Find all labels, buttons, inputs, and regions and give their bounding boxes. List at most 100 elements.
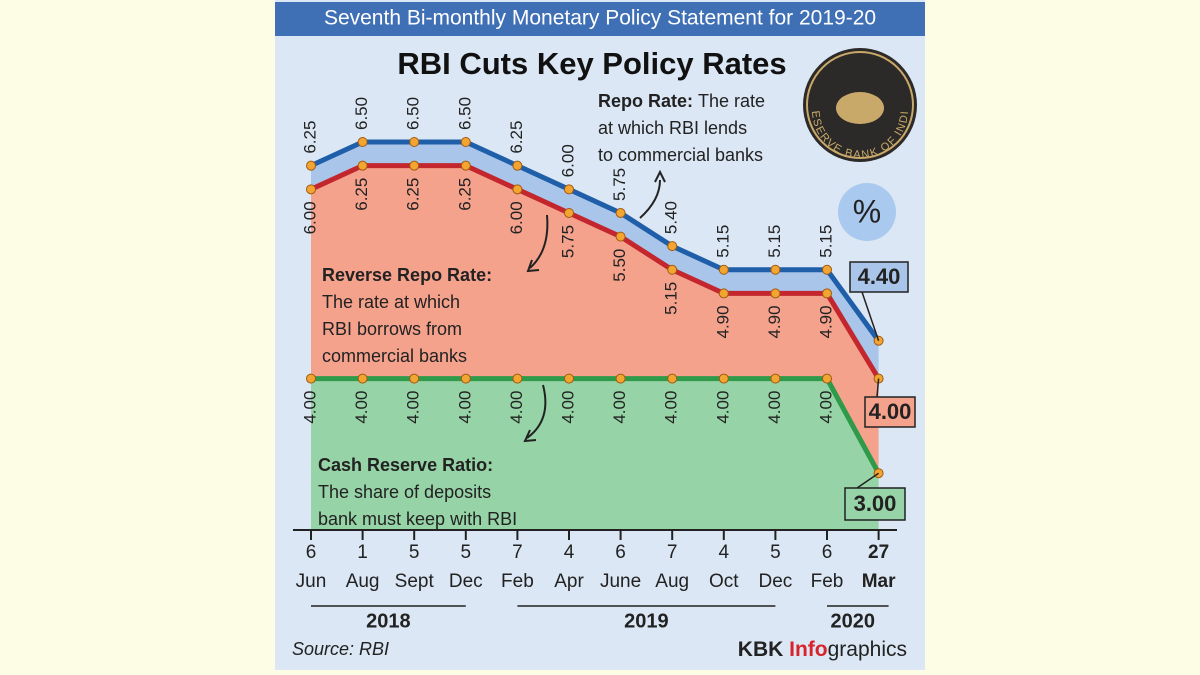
value-label: 6.00 [558,144,577,177]
arrow [526,384,547,439]
value-label: 6.25 [455,178,474,211]
x-tick-day: 5 [770,542,781,563]
series-description: at which RBI lends [598,118,747,138]
x-tick-day: 5 [461,542,472,563]
header-bar [275,2,925,36]
point [306,373,316,384]
x-tick-month: Dec [449,571,483,592]
value-label: 4.00 [300,391,319,424]
area-fill [311,165,879,474]
series-description: bank must keep with RBI [318,509,517,529]
x-tick-month: Feb [811,571,844,592]
point [564,184,574,195]
point [822,288,832,299]
x-tick-day: 6 [822,542,833,563]
point [564,207,574,218]
value-label: 6.00 [300,201,319,234]
header: Seventh Bi-monthly Monetary Policy State… [324,7,876,30]
label-leader [856,472,880,489]
series-note: Repo Rate: The rate [598,91,765,111]
x-tick-month: June [600,571,641,592]
value-label: 6.25 [507,121,526,154]
value-label: 4.00 [455,391,474,424]
x-tick-month: Feb [501,571,534,592]
series-note: Reverse Repo Rate: [322,265,492,285]
series-description: The share of deposits [318,482,491,502]
x-tick-month: Apr [554,571,584,592]
point [512,184,523,195]
series-description: RBI borrows from [322,319,462,339]
value-label: 6.50 [455,97,474,130]
logo [803,48,917,162]
series-line [309,139,881,343]
point [306,184,316,195]
point [822,264,832,275]
point [667,373,678,384]
series-description: The rate at which [322,292,460,312]
point [718,373,729,384]
chart-title: RBI Cuts Key Policy Rates [397,46,786,81]
value-label: 5.15 [765,225,784,258]
x-tick-month: Sept [395,571,435,592]
value-label: 5.50 [610,249,629,282]
series-line [311,376,881,475]
value-label: 6.25 [404,178,423,211]
series-description: to commercial banks [598,145,763,165]
value-label: 6.50 [404,97,423,130]
value-label: 4.00 [404,391,423,424]
label-box [849,261,909,293]
label-leader [861,291,880,341]
area-fill [311,378,879,530]
year-label: 2019 [624,610,669,632]
point [460,160,471,171]
value-label: 5.75 [558,225,577,258]
value-label: 5.15 [662,282,681,315]
value-label: 6.50 [352,97,371,130]
credit-part: Info [789,638,827,661]
value-label: 6.25 [300,121,319,154]
value-label: 4.00 [610,391,629,424]
value-label: 4.00 [558,391,577,424]
point [460,137,471,147]
point [718,288,729,299]
point [770,373,781,384]
value-label: 4.00 [507,391,526,424]
point [770,288,781,299]
point [615,207,626,218]
x-tick-month: Aug [346,571,380,592]
point [357,160,368,171]
value-label: 6.25 [352,178,371,211]
x-tick-day: 4 [719,542,730,563]
year-label: 2020 [831,610,876,632]
value-label: 5.75 [610,168,629,201]
value-label: 4.40 [858,264,901,289]
point [822,373,832,384]
point [409,160,420,171]
point [306,160,316,171]
x-tick-month: Mar [862,571,896,592]
value-label: 4.90 [713,305,732,338]
arrow [639,179,661,219]
point [615,231,626,242]
point [409,373,420,384]
point [512,160,523,171]
point [357,373,368,384]
arrow-head [526,259,540,273]
point [667,241,678,252]
series-note: Cash Reserve Ratio: [318,455,493,475]
value-label: 4.90 [765,305,784,338]
unit-badge: % [853,193,881,229]
series-name: Cash Reserve Ratio: [318,455,493,475]
x-tick-day: 6 [615,542,626,563]
x-tick-day: 7 [667,542,678,563]
label-leader [876,378,880,398]
badge [838,183,896,241]
x-tick-day: 1 [357,542,368,563]
x-tick-month: Dec [759,571,793,592]
value-label: 4.00 [352,391,371,424]
year-label: 2018 [366,610,411,632]
point [615,373,626,384]
value-label: 4.00 [869,399,912,424]
